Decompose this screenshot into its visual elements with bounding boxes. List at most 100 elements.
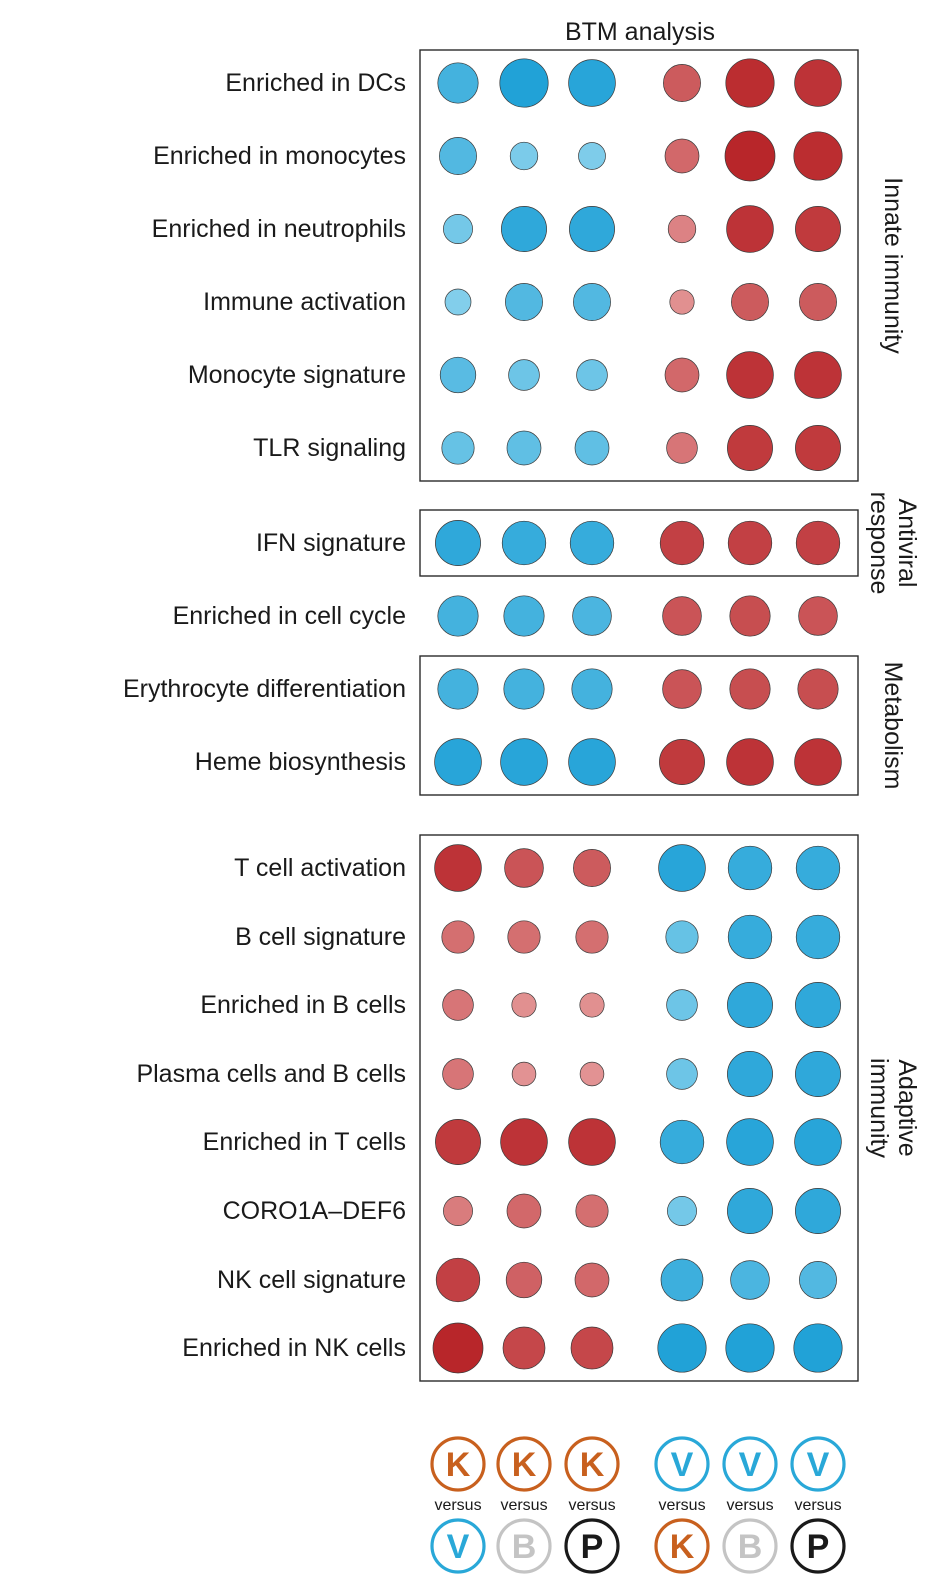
dot	[568, 1118, 616, 1166]
dot	[568, 59, 616, 107]
dot	[437, 62, 479, 104]
dot	[573, 849, 611, 887]
dot	[794, 1118, 842, 1166]
row-label: B cell signature	[235, 923, 406, 951]
dot	[443, 214, 473, 244]
dot	[507, 920, 541, 954]
dot	[659, 1119, 705, 1165]
dot	[511, 1061, 537, 1087]
dot	[667, 1196, 697, 1226]
dot	[441, 920, 475, 954]
dot	[579, 1061, 605, 1087]
badge-letter: V	[739, 1446, 762, 1484]
dot	[726, 738, 774, 786]
badge-letter: P	[581, 1528, 604, 1566]
dot	[500, 1118, 548, 1166]
group-label: Innate immunity	[879, 177, 907, 354]
dot	[727, 1051, 773, 1097]
dot	[505, 283, 543, 321]
dot	[795, 845, 841, 891]
dot	[795, 1051, 841, 1097]
dot	[794, 738, 842, 786]
dot	[726, 205, 774, 253]
versus-label: versus	[794, 1497, 841, 1514]
dot	[730, 1260, 770, 1300]
dot	[504, 848, 544, 888]
dot	[437, 595, 479, 637]
dot	[503, 595, 545, 637]
row-label: Enriched in B cells	[200, 991, 406, 1019]
badge-letter: P	[807, 1528, 830, 1566]
row-labels: Enriched in DCs Enriched in monocytes Enri…	[123, 69, 406, 1362]
dot	[570, 1326, 614, 1370]
dot	[727, 425, 773, 471]
badge-letter: K	[670, 1528, 695, 1566]
row-label: Enriched in T cells	[203, 1128, 406, 1156]
row-label: TLR signaling	[253, 434, 406, 462]
dot	[795, 914, 841, 960]
dot	[505, 1261, 543, 1299]
dot	[576, 359, 608, 391]
group-label-line: immunity	[865, 1058, 893, 1159]
dot	[727, 914, 773, 960]
dot	[501, 520, 547, 566]
dot	[666, 989, 698, 1021]
row-label: Enriched in neutrophils	[152, 215, 406, 243]
dot	[575, 1194, 609, 1228]
dot	[572, 596, 612, 636]
dot	[793, 1323, 843, 1373]
group-label-line: Adaptive	[893, 1059, 921, 1156]
versus-label: versus	[726, 1497, 773, 1514]
row-label: Enriched in DCs	[225, 69, 406, 97]
badge-letter: V	[671, 1446, 694, 1484]
dot	[662, 596, 702, 636]
dot	[444, 288, 472, 316]
dot	[731, 283, 769, 321]
group-box	[419, 49, 859, 482]
group-box	[419, 509, 859, 577]
dot	[658, 844, 706, 892]
dot	[439, 137, 477, 175]
row-label: NK cell signature	[217, 1266, 406, 1294]
badge-letter: B	[512, 1528, 537, 1566]
badge-b: B	[496, 1518, 552, 1574]
badge-letter: K	[580, 1446, 605, 1484]
group-label-line: Innate immunity	[879, 177, 907, 354]
dot	[439, 356, 477, 394]
dot	[502, 1326, 546, 1370]
dot	[434, 738, 482, 786]
dot	[434, 844, 482, 892]
dot	[568, 738, 616, 786]
row-label: T cell activation	[234, 854, 406, 882]
dot	[511, 992, 537, 1018]
badge-k: K	[496, 1436, 552, 1492]
dot	[509, 141, 539, 171]
row-label: Monocyte signature	[188, 361, 406, 389]
dot	[573, 283, 611, 321]
dot-grid	[432, 58, 843, 1374]
dot	[506, 1193, 542, 1229]
dot	[579, 992, 605, 1018]
dot	[506, 430, 542, 466]
dot	[727, 982, 773, 1028]
dot	[725, 58, 775, 108]
dot	[442, 1058, 474, 1090]
dot	[724, 130, 776, 182]
dot	[503, 668, 545, 710]
dot	[571, 668, 613, 710]
dot	[793, 131, 843, 181]
dot	[437, 668, 479, 710]
dot	[435, 520, 481, 566]
dot	[727, 1188, 773, 1234]
dot	[659, 520, 705, 566]
dot	[499, 58, 549, 108]
badge-ring	[722, 1518, 778, 1574]
badge-v: V	[654, 1436, 710, 1492]
group-boxes	[419, 49, 859, 1382]
dot	[798, 596, 838, 636]
badge-ring	[790, 1436, 846, 1492]
badge-p: P	[564, 1518, 620, 1574]
